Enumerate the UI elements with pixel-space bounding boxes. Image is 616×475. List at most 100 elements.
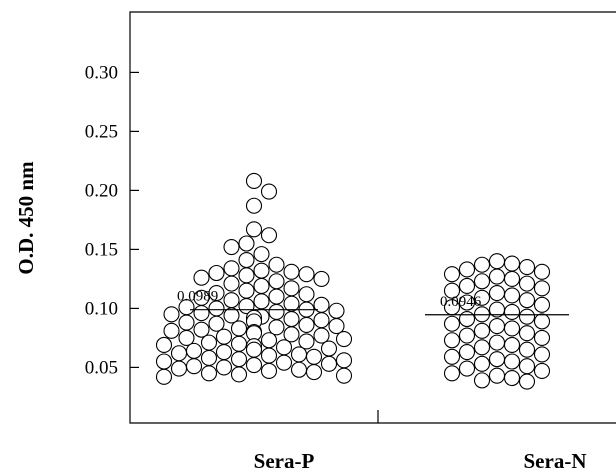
data-point bbox=[488, 268, 506, 285]
data-point bbox=[473, 256, 491, 273]
data-point bbox=[518, 275, 536, 292]
data-point bbox=[443, 348, 461, 365]
data-point bbox=[253, 262, 270, 279]
data-point bbox=[313, 270, 330, 287]
data-point bbox=[163, 306, 180, 323]
data-point bbox=[200, 349, 218, 367]
data-point bbox=[200, 365, 218, 382]
data-point bbox=[193, 305, 210, 322]
data-point bbox=[245, 341, 263, 358]
data-point bbox=[163, 322, 180, 339]
data-point bbox=[245, 197, 263, 214]
data-point bbox=[208, 264, 225, 282]
data-point bbox=[533, 263, 551, 280]
data-point bbox=[305, 364, 323, 381]
data-point bbox=[215, 344, 233, 361]
data-point bbox=[275, 339, 293, 356]
data-point bbox=[155, 368, 173, 385]
x-category-label: Sera-N bbox=[524, 449, 587, 473]
data-point bbox=[260, 332, 278, 349]
data-point bbox=[458, 277, 476, 295]
mean-value-label: 0.0989 bbox=[177, 289, 218, 305]
y-axis-title: O.D. 450 nm bbox=[14, 161, 38, 275]
data-point bbox=[260, 183, 278, 200]
data-point bbox=[518, 259, 536, 276]
data-point bbox=[488, 253, 506, 270]
data-point bbox=[268, 319, 285, 336]
data-point bbox=[260, 362, 278, 379]
data-point bbox=[155, 353, 173, 370]
data-point bbox=[268, 288, 285, 305]
data-point bbox=[518, 292, 536, 309]
data-point bbox=[458, 344, 476, 361]
x-category-label: Sera-P bbox=[254, 449, 315, 473]
data-point bbox=[245, 356, 263, 374]
data-point bbox=[283, 310, 300, 328]
data-point bbox=[253, 293, 270, 310]
data-point bbox=[503, 353, 521, 370]
data-point bbox=[443, 332, 461, 349]
data-point bbox=[473, 355, 491, 372]
data-point bbox=[328, 302, 345, 319]
data-point bbox=[178, 329, 195, 346]
data-point bbox=[443, 266, 461, 283]
data-point bbox=[170, 360, 188, 377]
data-point bbox=[260, 347, 278, 364]
data-point bbox=[283, 263, 300, 280]
y-tick-label: 0.05 bbox=[85, 357, 118, 378]
data-point bbox=[290, 346, 308, 363]
data-point bbox=[488, 351, 506, 368]
data-point bbox=[503, 270, 521, 287]
data-point bbox=[320, 355, 338, 372]
data-point bbox=[200, 334, 218, 351]
data-point bbox=[533, 346, 551, 363]
data-point bbox=[283, 280, 300, 297]
data-point bbox=[170, 345, 188, 362]
data-point bbox=[503, 303, 521, 320]
mean-lines: 0.0989 0.0946 bbox=[177, 289, 569, 316]
data-point bbox=[328, 318, 345, 335]
data-point bbox=[458, 360, 476, 377]
data-point bbox=[298, 286, 315, 303]
data-point bbox=[268, 273, 285, 290]
data-point bbox=[518, 358, 536, 375]
data-point bbox=[488, 285, 506, 302]
data-point bbox=[305, 348, 323, 365]
data-point bbox=[260, 227, 278, 244]
data-point bbox=[533, 329, 551, 346]
y-tick-label: 0.25 bbox=[85, 121, 118, 142]
data-point bbox=[238, 235, 255, 252]
data-point bbox=[443, 315, 461, 332]
data-point bbox=[253, 277, 270, 295]
mean-value-label: 0.0946 bbox=[440, 294, 482, 310]
data-point bbox=[238, 282, 255, 299]
data-point bbox=[473, 339, 491, 356]
data-point bbox=[223, 292, 240, 309]
data-point bbox=[215, 328, 233, 345]
data-point bbox=[193, 269, 210, 286]
plot-border bbox=[129, 11, 616, 424]
data-point bbox=[238, 251, 255, 269]
data-point bbox=[473, 273, 491, 290]
data-point bbox=[473, 372, 491, 389]
data-point bbox=[245, 221, 263, 238]
y-tick-label: 0.20 bbox=[85, 180, 118, 201]
data-point bbox=[283, 326, 300, 343]
y-axis-ticks: 0.05 0.10 0.15 0.20 0.25 0.30 bbox=[85, 62, 139, 378]
data-point bbox=[518, 325, 536, 342]
data-point bbox=[458, 327, 476, 344]
data-point bbox=[488, 318, 506, 335]
data-point bbox=[533, 296, 551, 313]
data-point bbox=[290, 361, 308, 378]
data-point bbox=[503, 255, 521, 272]
data-point bbox=[268, 303, 285, 320]
data-point bbox=[223, 275, 240, 292]
y-tick-label: 0.30 bbox=[85, 62, 118, 83]
y-tick-label: 0.15 bbox=[85, 239, 118, 260]
data-point bbox=[443, 365, 461, 382]
data-point bbox=[503, 287, 521, 304]
data-point bbox=[238, 267, 255, 284]
x-axis-category-labels: Sera-P Sera-N bbox=[254, 449, 587, 473]
data-point bbox=[458, 261, 476, 278]
data-point bbox=[473, 289, 491, 306]
